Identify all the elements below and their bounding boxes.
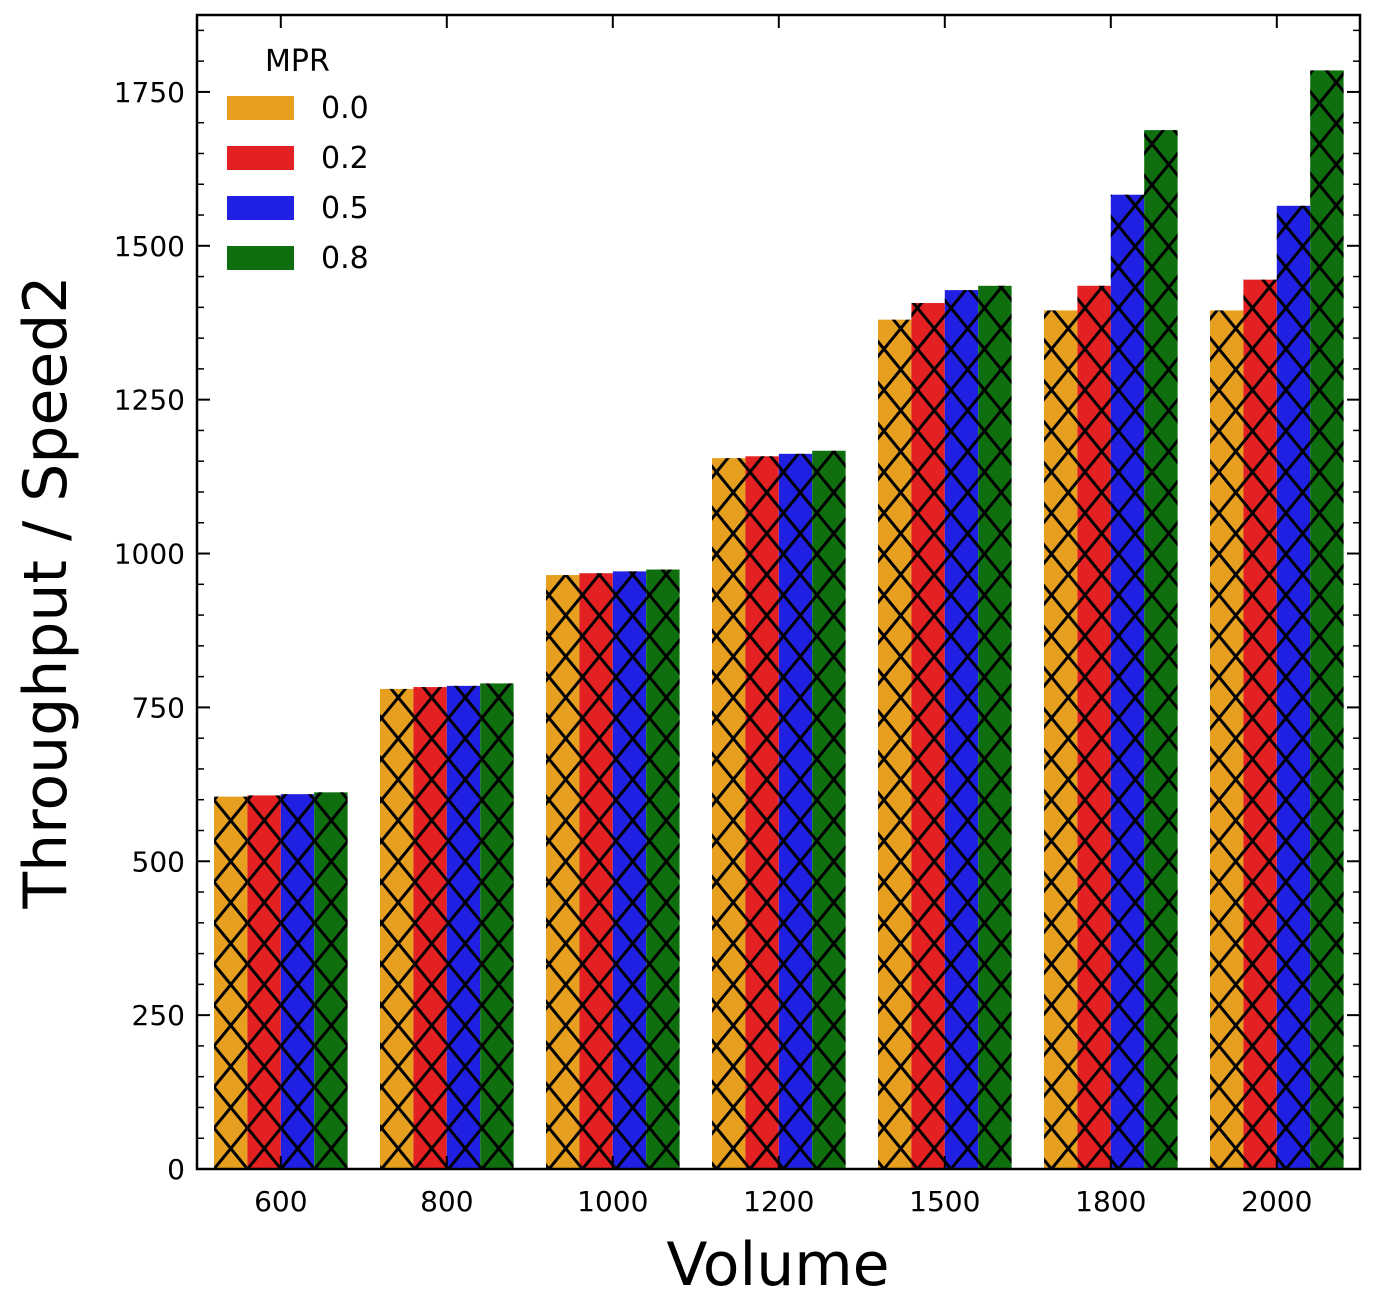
y-tick-label-1750: 1750 <box>114 76 185 109</box>
bar-hatch-800-0.0 <box>380 688 414 1169</box>
y-tick-label-1500: 1500 <box>114 230 185 263</box>
bar-hatch-1000-0.2 <box>579 573 613 1169</box>
bars-layer <box>214 70 1344 1170</box>
bar-hatch-1000-0.5 <box>612 571 647 1169</box>
y-axis-title: Throughput / Speed2 <box>11 275 81 909</box>
bar-hatch-1200-0.0 <box>712 458 746 1169</box>
bar-hatch-800-0.2 <box>413 687 447 1169</box>
ticks-layer: 0 250 500 750 1000 1250 1500 1750 600 800 1000 1200… <box>114 15 1360 1218</box>
legend-label-0.5: 0.5 <box>321 191 369 226</box>
bar-hatch-1500-0.8 <box>978 285 1012 1170</box>
bar-hatch-1800-0.0 <box>1044 310 1078 1169</box>
x-axis-title: Volume <box>666 1230 889 1300</box>
y-tick-label-0: 0 <box>167 1153 185 1186</box>
bar-hatch-600-0.2 <box>247 795 281 1169</box>
y-tick-label-1000: 1000 <box>114 538 185 571</box>
bar-hatch-1500-0.5 <box>944 290 979 1169</box>
legend-swatch-0.5 <box>227 196 294 220</box>
bar-hatch-2000-0.5 <box>1276 205 1311 1169</box>
x-tick-label-1500: 1500 <box>909 1185 980 1218</box>
x-tick-label-1800: 1800 <box>1075 1185 1146 1218</box>
y-tick-label-500: 500 <box>132 845 185 878</box>
bar-hatch-1800-0.5 <box>1110 194 1145 1170</box>
bar-hatch-600-0.5 <box>280 794 315 1169</box>
bar-hatch-1500-0.2 <box>911 303 945 1169</box>
bar-hatch-1000-0.8 <box>646 569 680 1169</box>
bar-hatch-1800-0.8 <box>1144 130 1178 1169</box>
bar-hatch-2000-0.8 <box>1310 70 1344 1170</box>
bar-hatch-1500-0.0 <box>878 319 912 1169</box>
legend-label-0.8: 0.8 <box>321 241 369 276</box>
bar-hatch-2000-0.0 <box>1210 310 1244 1169</box>
bar-hatch-1200-0.8 <box>812 450 846 1170</box>
bar-hatch-600-0.0 <box>214 796 248 1169</box>
x-tick-label-1200: 1200 <box>743 1185 814 1218</box>
y-tick-label-250: 250 <box>132 999 185 1032</box>
bar-hatch-800-0.8 <box>480 683 514 1169</box>
legend-label-0.2: 0.2 <box>321 141 369 176</box>
x-tick-label-800: 800 <box>420 1185 473 1218</box>
bar-hatch-1000-0.0 <box>546 575 580 1169</box>
legend-label-0.0: 0.0 <box>321 91 369 126</box>
bar-hatch-800-0.5 <box>446 685 481 1169</box>
bar-hatch-1800-0.2 <box>1077 285 1111 1170</box>
legend-swatch-0.0 <box>227 96 294 120</box>
bar-hatch-2000-0.2 <box>1243 279 1277 1170</box>
x-tick-label-1000: 1000 <box>577 1185 648 1218</box>
legend-title: MPR <box>265 44 330 79</box>
legend-swatch-0.8 <box>227 246 294 270</box>
legend-swatch-0.2 <box>227 146 294 170</box>
y-tick-label-750: 750 <box>132 691 185 724</box>
legend: MPR 0.0 0.2 0.5 0.8 <box>227 44 369 276</box>
bar-hatch-600-0.8 <box>314 792 348 1169</box>
x-tick-label-600: 600 <box>254 1185 307 1218</box>
bar-hatch-1200-0.5 <box>778 453 813 1169</box>
y-tick-label-1250: 1250 <box>114 384 185 417</box>
x-tick-label-2000: 2000 <box>1241 1185 1312 1218</box>
bar-hatch-1200-0.2 <box>745 456 779 1169</box>
